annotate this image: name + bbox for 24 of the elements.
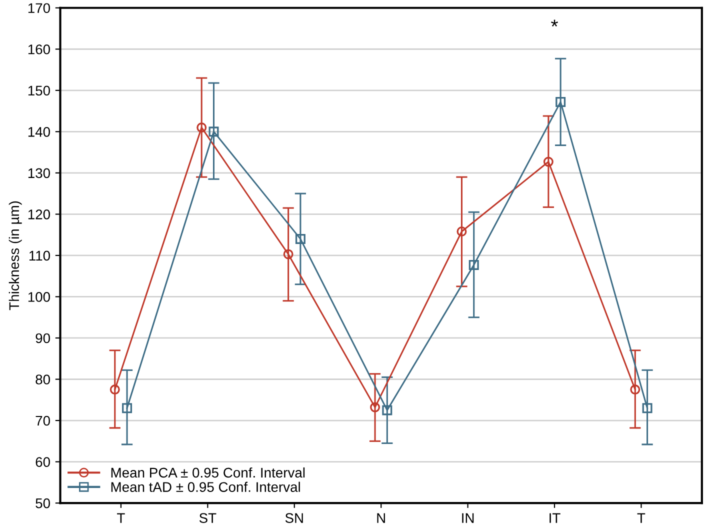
y-tick-label: 70 bbox=[36, 416, 50, 426]
x-tick-label: T bbox=[637, 513, 646, 523]
y-tick-label: 100 bbox=[28, 292, 50, 302]
x-tick-label: IN bbox=[462, 513, 474, 523]
y-tick-label: 170 bbox=[28, 3, 50, 14]
y-tick-label: 80 bbox=[36, 374, 50, 384]
y-tick-label: 110 bbox=[29, 250, 50, 261]
y-tick-label: 130 bbox=[28, 168, 50, 178]
y-tick-label: 60 bbox=[36, 457, 50, 467]
x-tick-label: SN bbox=[285, 513, 303, 523]
y-axis-title: Thickness (in µm) bbox=[8, 201, 22, 310]
y-tick-label: 90 bbox=[36, 333, 50, 344]
x-tick-label: T bbox=[117, 513, 125, 523]
y-tick-label: 140 bbox=[28, 126, 50, 137]
legend-label: Mean PCA ± 0.95 Conf. Interval bbox=[111, 467, 305, 478]
y-tick-label: 50 bbox=[36, 498, 50, 508]
x-tick-label: N bbox=[377, 513, 385, 523]
y-tick-label: 160 bbox=[28, 44, 50, 54]
x-tick-label: ST bbox=[199, 513, 216, 523]
legend-label: Mean tAD ± 0.95 Conf. Interval bbox=[111, 482, 300, 492]
y-tick-label: 150 bbox=[28, 86, 50, 96]
annotation: * bbox=[551, 20, 558, 27]
x-tick-label: IT bbox=[550, 513, 560, 523]
y-tick-label: 120 bbox=[28, 210, 50, 220]
